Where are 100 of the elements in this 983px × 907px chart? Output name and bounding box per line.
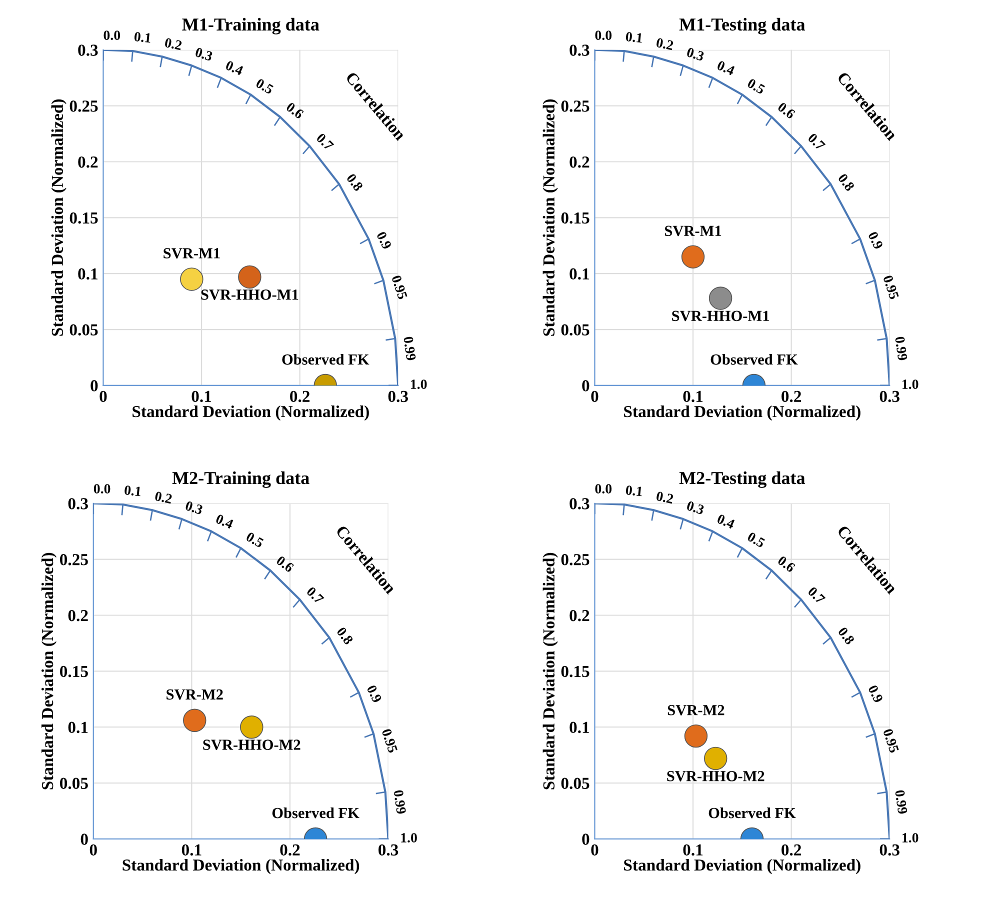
annotation: 1.0 xyxy=(902,833,918,843)
y-tick-label: 0.25 xyxy=(561,554,590,566)
annotation: 0.6 xyxy=(276,555,295,573)
y-tick-label: 0.2 xyxy=(68,610,88,622)
y-tick-label: 0.05 xyxy=(60,778,88,790)
annotation: 0.99 xyxy=(894,790,908,814)
y-tick-label: 0.15 xyxy=(60,666,88,678)
annotation: 0.8 xyxy=(336,626,354,646)
annotation: 0.9 xyxy=(366,684,382,704)
y-tick-label: 0.1 xyxy=(68,722,88,734)
y-tick-label: 0.05 xyxy=(70,324,98,336)
annotation: 1.0 xyxy=(902,380,918,390)
annotation: 0.1 xyxy=(626,485,643,496)
y-tick-label: 0.3 xyxy=(570,498,590,510)
chart-title: M1-Training data xyxy=(182,18,320,34)
y-tick-label: 0 xyxy=(90,380,98,392)
annotation: 0.5 xyxy=(746,78,766,94)
annotation: 0.99 xyxy=(403,336,416,361)
annotation: 0.0 xyxy=(595,30,612,40)
annotation: 0.5 xyxy=(245,532,264,548)
y-tick-label: 0.25 xyxy=(70,100,98,112)
y-tick-label: 0.2 xyxy=(570,156,590,168)
annotation: 0.2 xyxy=(656,38,674,50)
y-tick-label: 0.15 xyxy=(70,212,98,224)
y-tick-label: 0.05 xyxy=(561,324,590,336)
x-axis-title: Standard Deviation (Normalized) xyxy=(122,858,360,874)
x-tick-label: 0.3 xyxy=(880,844,900,856)
annotation: 0.7 xyxy=(807,132,826,151)
annotation: 0.6 xyxy=(286,102,304,120)
y-tick-label: 0.3 xyxy=(68,498,88,510)
series-label: SVR-M1 xyxy=(664,226,722,236)
annotation: 0.4 xyxy=(215,514,234,530)
y-tick-label: 0.3 xyxy=(570,44,590,56)
chart-title: M2-Testing data xyxy=(679,471,806,488)
series-label: SVR-HHO-M2 xyxy=(203,740,300,750)
annotation: 0.2 xyxy=(154,491,172,504)
series-label: SVR-HHO-M2 xyxy=(667,771,764,782)
annotation: 0.6 xyxy=(777,102,796,120)
annotation: 0.9 xyxy=(376,230,392,250)
annotation: 1.0 xyxy=(401,833,417,843)
series-label: Observed FK xyxy=(272,807,360,818)
annotation: 0.99 xyxy=(394,790,406,814)
y-tick-label: 0 xyxy=(582,380,590,392)
x-tick-label: 0.1 xyxy=(182,844,202,856)
x-axis-title: Standard Deviation (Normalized) xyxy=(624,858,860,874)
annotation: 0.3 xyxy=(194,47,214,62)
annotation: 0.9 xyxy=(868,684,884,704)
y-tick-label: 0.15 xyxy=(561,212,590,224)
series-label: SVR-M1 xyxy=(164,248,220,258)
annotation: 0.5 xyxy=(255,78,274,94)
y-tick-label: 0 xyxy=(582,834,590,845)
annotation: 0.3 xyxy=(686,500,705,515)
y-tick-label: 0.1 xyxy=(78,268,98,280)
x-tick-label: 0.2 xyxy=(782,390,802,402)
annotation: 0.8 xyxy=(346,172,364,192)
annotation: 0.2 xyxy=(164,38,182,50)
x-axis-title: Standard Deviation (Normalized) xyxy=(624,405,860,421)
series-label: SVR-HHO-M1 xyxy=(201,290,298,300)
annotation: 0.7 xyxy=(316,132,334,151)
annotation: 0.4 xyxy=(716,514,736,530)
annotation: 0.0 xyxy=(595,484,612,494)
x-tick-label: 0.1 xyxy=(683,844,703,856)
annotation: 0.7 xyxy=(306,586,324,604)
annotation: 0.3 xyxy=(184,500,204,515)
x-tick-label: 0.3 xyxy=(880,390,900,402)
series-label: SVR-M2 xyxy=(668,705,724,716)
y-axis-title: Standard Deviation (Normalized) xyxy=(41,552,57,790)
annotation: 0.8 xyxy=(838,172,855,192)
x-tick-label: 0 xyxy=(591,844,598,856)
annotation: 0.1 xyxy=(124,485,142,496)
series-label: SVR-HHO-M1 xyxy=(672,310,769,322)
series-label: Observed FK xyxy=(708,807,796,818)
annotation: 0.1 xyxy=(626,32,643,43)
x-tick-label: 0.2 xyxy=(280,844,300,856)
annotation: 0.4 xyxy=(224,60,244,76)
y-tick-label: 0.2 xyxy=(570,610,590,622)
y-axis-title: Standard Deviation (Normalized) xyxy=(542,99,558,336)
y-tick-label: 0.05 xyxy=(561,778,590,790)
annotation: 0.4 xyxy=(716,60,736,76)
y-tick-label: 0.1 xyxy=(570,268,589,280)
annotation: 0.0 xyxy=(104,30,120,40)
annotation: 1.0 xyxy=(411,380,427,390)
annotation: 0.9 xyxy=(868,230,884,250)
annotation: 0.99 xyxy=(894,336,908,361)
y-tick-label: 0.2 xyxy=(78,156,98,168)
annotation: 0.7 xyxy=(807,586,826,604)
x-tick-label: 0.2 xyxy=(782,844,802,856)
x-tick-label: 0.3 xyxy=(378,844,398,856)
y-axis-title: Standard Deviation (Normalized) xyxy=(51,99,66,336)
annotation: 0.95 xyxy=(882,728,900,754)
y-tick-label: 0.25 xyxy=(60,554,88,566)
y-tick-label: 0.3 xyxy=(78,44,98,56)
annotation: 0.5 xyxy=(746,532,766,548)
annotation: 0.3 xyxy=(686,47,705,62)
y-tick-label: 0.1 xyxy=(570,722,589,734)
x-tick-label: 0 xyxy=(100,390,107,402)
annotation: 0.6 xyxy=(777,555,796,573)
chart-title: M2-Training data xyxy=(172,471,310,488)
annotation: 0.2 xyxy=(656,491,674,504)
annotation: 0.95 xyxy=(882,274,900,300)
